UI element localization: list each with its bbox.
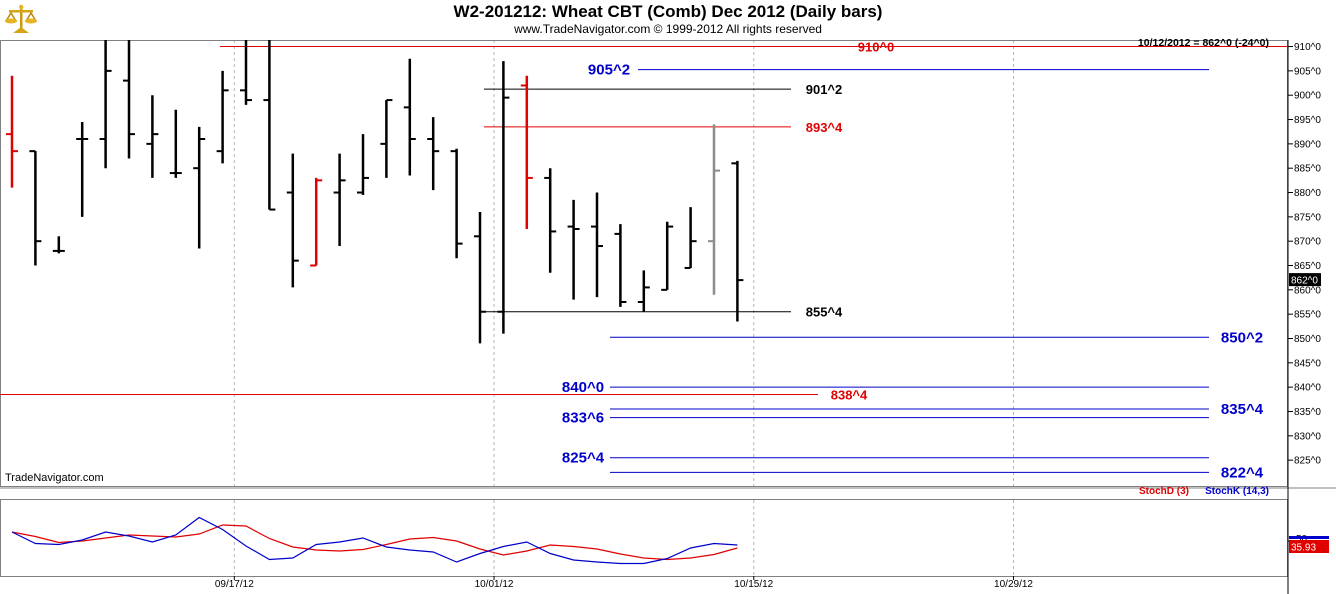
price-axis: 825^0 830^0 835^0 840^0 845^0 850^0 855^0 860^0…: [1288, 42, 1321, 467]
x-tick-label: 10/01/12: [475, 579, 514, 590]
y-tick-label: 900^0: [1294, 91, 1321, 102]
y-tick-label: 910^0: [1294, 42, 1321, 53]
level-label: 893^4: [806, 120, 843, 135]
price-panel-frame: [0, 40, 1288, 487]
level-label: 901^2: [806, 82, 843, 97]
y-tick-label: 875^0: [1294, 212, 1321, 223]
last-price-label: 862^0: [1291, 276, 1318, 287]
y-tick-label: 885^0: [1294, 164, 1321, 175]
stoch-tick-label: 50: [1296, 534, 1308, 545]
level-label: 850^2: [1221, 329, 1263, 346]
stochastic-panel-frame: [0, 499, 1288, 577]
stoch-d-value-box: [1289, 540, 1329, 553]
x-tick-label: 10/29/12: [994, 579, 1033, 590]
copyright-text: www.TradeNavigator.com © 1999-2012 All r…: [514, 22, 822, 36]
level-label: 825^4: [562, 450, 605, 467]
x-tick-label: 09/17/12: [215, 579, 254, 590]
y-tick-label: 860^0: [1294, 285, 1321, 296]
y-tick-label: 850^0: [1294, 334, 1321, 345]
y-tick-label: 840^0: [1294, 383, 1321, 394]
stoch-d-line: [11, 524, 738, 561]
stoch-value-label: 35.93: [1291, 543, 1316, 554]
y-tick-label: 855^0: [1294, 310, 1321, 321]
legend-stochd: StochD (3): [1139, 486, 1189, 497]
last-price-box: [1289, 273, 1321, 287]
y-tick-label: 895^0: [1294, 115, 1321, 126]
y-tick-label: 905^0: [1294, 66, 1321, 77]
grid-lines: [233, 40, 1015, 576]
chart-header: W2-201212: Wheat CBT (Comb) Dec 2012 (Da…: [0, 0, 1336, 40]
legend-stochk: StochK (14,3): [1205, 486, 1269, 497]
y-tick-label: 845^0: [1294, 358, 1321, 369]
y-tick-label: 880^0: [1294, 188, 1321, 199]
quote-readout: 10/12/2012 = 862^0 (-24^0): [1138, 37, 1269, 49]
panel-frames: [0, 40, 1336, 594]
date-axis: 09/17/12 10/01/12 10/15/12 10/29/12: [215, 576, 1033, 590]
watermark-text: TradeNavigator.com: [5, 472, 104, 484]
price-bars: [6, 40, 744, 344]
y-tick-label: 825^0: [1294, 456, 1321, 467]
x-tick-label: 10/15/12: [734, 579, 773, 590]
y-tick-label: 870^0: [1294, 237, 1321, 248]
level-label: 838^4: [831, 387, 868, 402]
level-lines: 910^0 905^2 901^2 893^4 855^4 850^2 840^0 838^4…: [0, 40, 1288, 481]
level-label: 855^4: [806, 305, 843, 320]
stoch-k-line: [11, 516, 738, 565]
level-label: 835^4: [1221, 401, 1264, 418]
chart-title: W2-201212: Wheat CBT (Comb) Dec 2012 (Da…: [453, 2, 883, 21]
level-label: 840^0: [562, 379, 604, 396]
y-tick-label: 830^0: [1294, 431, 1321, 442]
stoch-k-value-marker: [1289, 536, 1329, 539]
level-label: 910^0: [858, 40, 895, 55]
level-label: 822^4: [1221, 464, 1264, 481]
y-tick-label: 890^0: [1294, 139, 1321, 150]
level-label: 905^2: [588, 62, 630, 79]
y-tick-label: 835^0: [1294, 407, 1321, 418]
gold-scales-logo-icon: [4, 3, 38, 35]
y-tick-label: 865^0: [1294, 261, 1321, 272]
level-label: 833^6: [562, 410, 604, 427]
